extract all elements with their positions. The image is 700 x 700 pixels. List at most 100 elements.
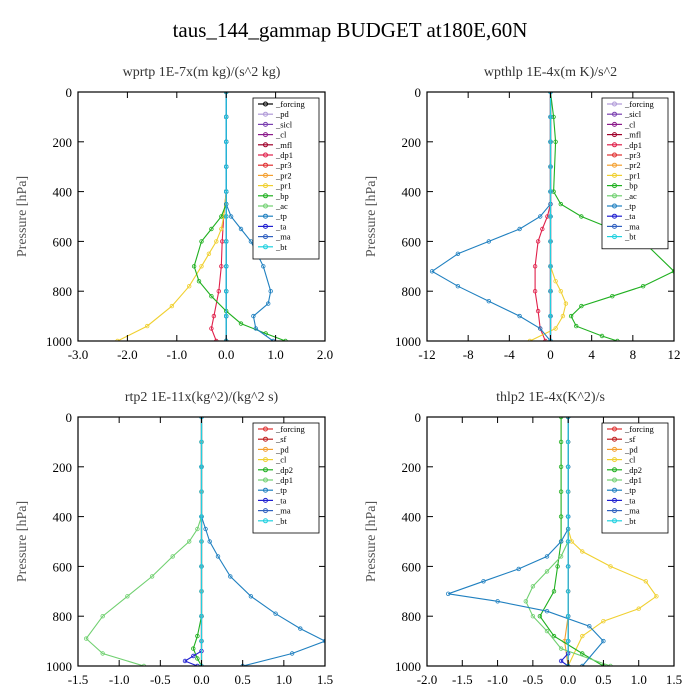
x-tick-label: -8 (463, 347, 474, 362)
data-point (223, 189, 229, 194)
data-point (214, 239, 219, 244)
data-point (238, 226, 244, 232)
data-point (565, 589, 571, 594)
legend-marker (263, 121, 268, 127)
data-point (608, 663, 613, 666)
data-point (601, 638, 606, 644)
legend-marker (263, 183, 268, 189)
data-point (186, 284, 192, 289)
data-point (654, 594, 659, 599)
legend-label: _cl (275, 130, 287, 140)
y-tick-label: 800 (402, 284, 422, 299)
data-point (170, 554, 175, 559)
data-point (551, 633, 557, 639)
data-point (548, 139, 553, 144)
x-tick-label: -2.0 (417, 672, 438, 687)
y-tick-label: 800 (402, 609, 422, 624)
legend-marker (612, 426, 617, 432)
data-point (216, 289, 221, 294)
data-point (209, 294, 214, 299)
data-point (558, 658, 564, 664)
data-point (199, 489, 204, 494)
y-tick-label: 0 (66, 410, 73, 425)
data-point (481, 579, 486, 584)
y-tick-label: 200 (53, 135, 73, 150)
data-point (558, 514, 564, 519)
y-axis-label: Pressure [hPa] (364, 176, 379, 257)
x-tick-label: 0.0 (560, 672, 576, 687)
legend-marker (612, 467, 617, 473)
data-point (219, 214, 224, 219)
figure-title: taus_144_gammap BUDGET at180E,60N (172, 18, 528, 42)
data-point (219, 264, 224, 269)
plot-frame (426, 416, 675, 667)
legend-marker (612, 436, 617, 442)
legend-label: _bt (624, 232, 637, 242)
series-line-dp2 (539, 417, 604, 666)
data-point (580, 549, 585, 554)
data-point (199, 638, 204, 644)
legend-label: _ma (624, 221, 640, 231)
data-point (565, 564, 571, 569)
legend-marker (263, 172, 268, 178)
data-point (558, 439, 564, 445)
data-point (211, 313, 217, 319)
data-point (548, 114, 553, 120)
series-line-dp1 (534, 92, 552, 341)
legend-label: _ac (275, 201, 288, 211)
data-point (538, 326, 543, 331)
legend-label: _dp1 (275, 475, 293, 485)
data-point (558, 489, 564, 494)
data-point (548, 239, 553, 244)
legend-marker (612, 111, 617, 117)
x-tick-label: 12 (668, 347, 681, 362)
data-point (615, 338, 620, 341)
data-point (223, 139, 229, 144)
data-point (517, 313, 522, 319)
legend-marker (263, 223, 268, 229)
legend-label: _ma (275, 506, 291, 516)
legend-marker (263, 508, 268, 514)
legend-label: _bt (624, 516, 637, 526)
legend-label: _ta (624, 211, 636, 221)
y-tick-label: 400 (53, 185, 73, 200)
data-point (558, 289, 563, 294)
data-point (486, 299, 491, 304)
data-point (538, 214, 543, 219)
legend-label: _pr1 (624, 170, 641, 180)
data-point (532, 264, 538, 269)
y-tick-label: 600 (53, 559, 73, 574)
x-tick-label: 1.5 (317, 672, 333, 687)
data-point (186, 539, 192, 544)
legend-label: _tp (275, 211, 287, 221)
data-point (565, 614, 571, 619)
legend-label: _pr1 (275, 181, 292, 191)
legend-label: _ma (624, 506, 640, 516)
data-point (214, 338, 219, 341)
y-tick-label: 600 (402, 234, 422, 249)
x-tick-label: -1.0 (109, 672, 130, 687)
data-point (199, 439, 204, 445)
data-point (560, 313, 566, 319)
data-point (455, 251, 461, 256)
data-point (215, 554, 221, 559)
legend-marker (612, 518, 617, 524)
y-tick-label: 200 (402, 460, 422, 475)
legend-marker (612, 142, 617, 148)
legend-label: _dp1 (624, 140, 642, 150)
legend-marker (263, 244, 268, 250)
data-point (199, 264, 204, 269)
data-point (555, 564, 560, 569)
data-point (565, 439, 571, 445)
y-tick-label: 400 (402, 185, 422, 200)
legend-marker (612, 457, 617, 463)
y-tick-label: 0 (66, 85, 73, 100)
data-point (191, 264, 197, 269)
data-point (548, 164, 553, 169)
series-line-dp2 (192, 417, 203, 666)
x-tick-label: -1.0 (487, 672, 508, 687)
data-point (253, 326, 258, 331)
data-point (558, 554, 564, 559)
legend-marker (612, 183, 617, 189)
legend-label: _pr3 (275, 160, 292, 170)
